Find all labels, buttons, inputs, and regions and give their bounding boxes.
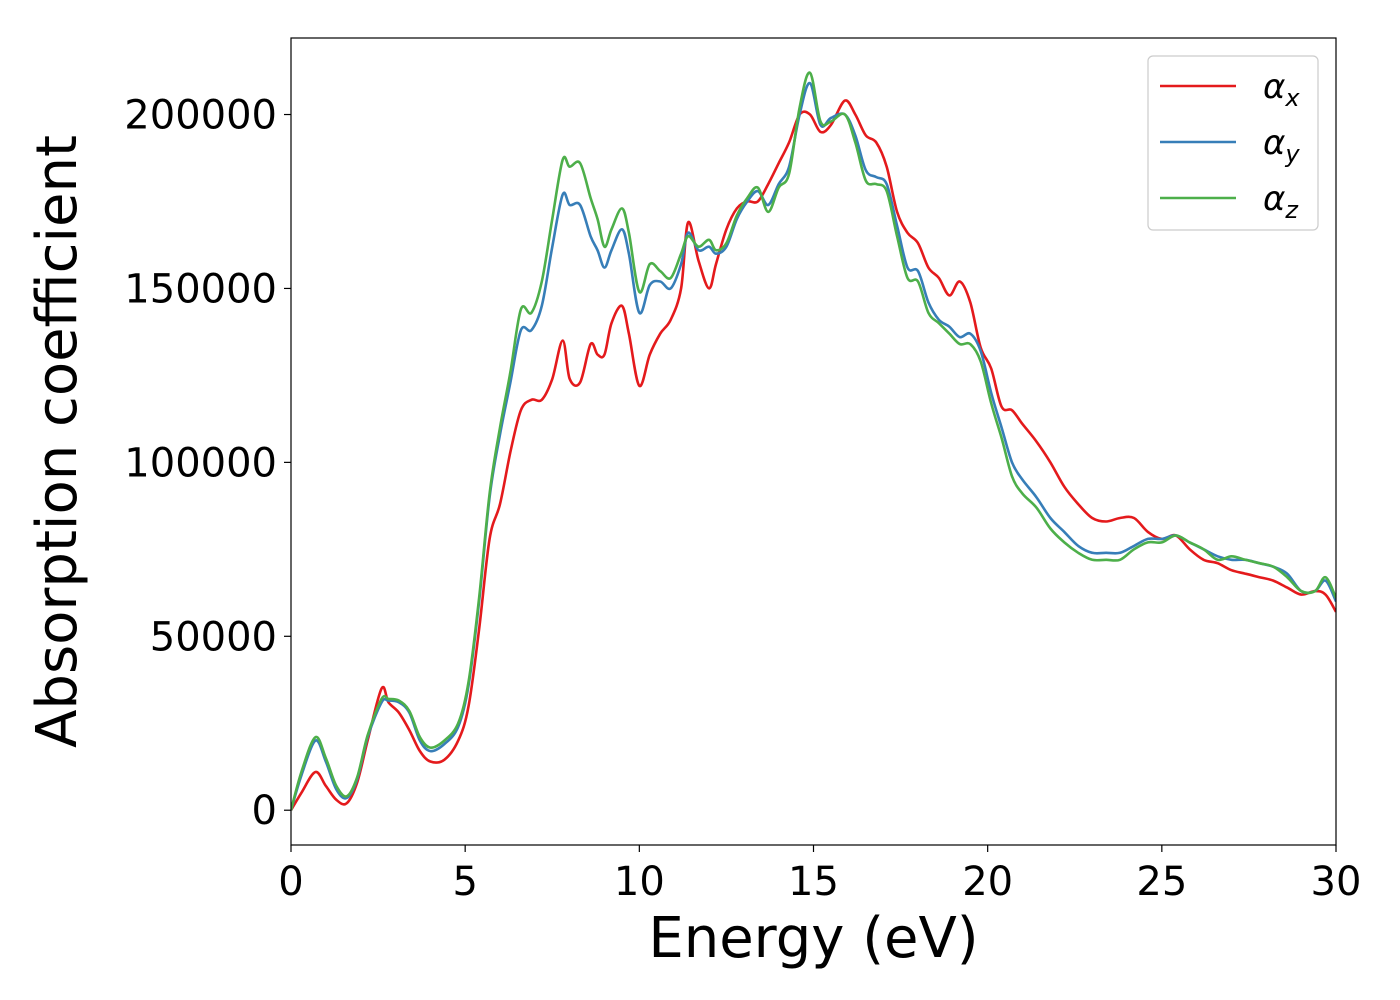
x-tick-label: 15 [788,859,839,905]
legend-label-y: αy [1263,123,1300,168]
x-axis: 0 5 10 15 20 25 30 [278,845,1361,905]
y-tick-label: 100000 [124,440,277,486]
x-tick-label: 10 [614,859,665,905]
x-tick-label: 30 [1311,859,1362,905]
y-axis-title: Absorption coefficient [25,135,90,748]
y-tick-label: 200000 [124,93,277,139]
series-line-x [291,99,1336,811]
x-tick-label: 25 [1136,859,1187,905]
plot-lines [291,71,1336,811]
y-tick-label: 0 [252,788,277,834]
series-line-z [291,71,1336,811]
y-tick-label: 50000 [150,614,277,660]
x-tick-label: 0 [278,859,303,905]
x-tick-label: 5 [452,859,477,905]
y-axis: 0 50000 100000 150000 200000 [124,93,291,834]
x-tick-label: 20 [962,859,1013,905]
y-tick-label: 150000 [124,266,277,312]
legend-label-x: αx [1263,67,1300,112]
x-axis-title: Energy (eV) [648,906,978,971]
